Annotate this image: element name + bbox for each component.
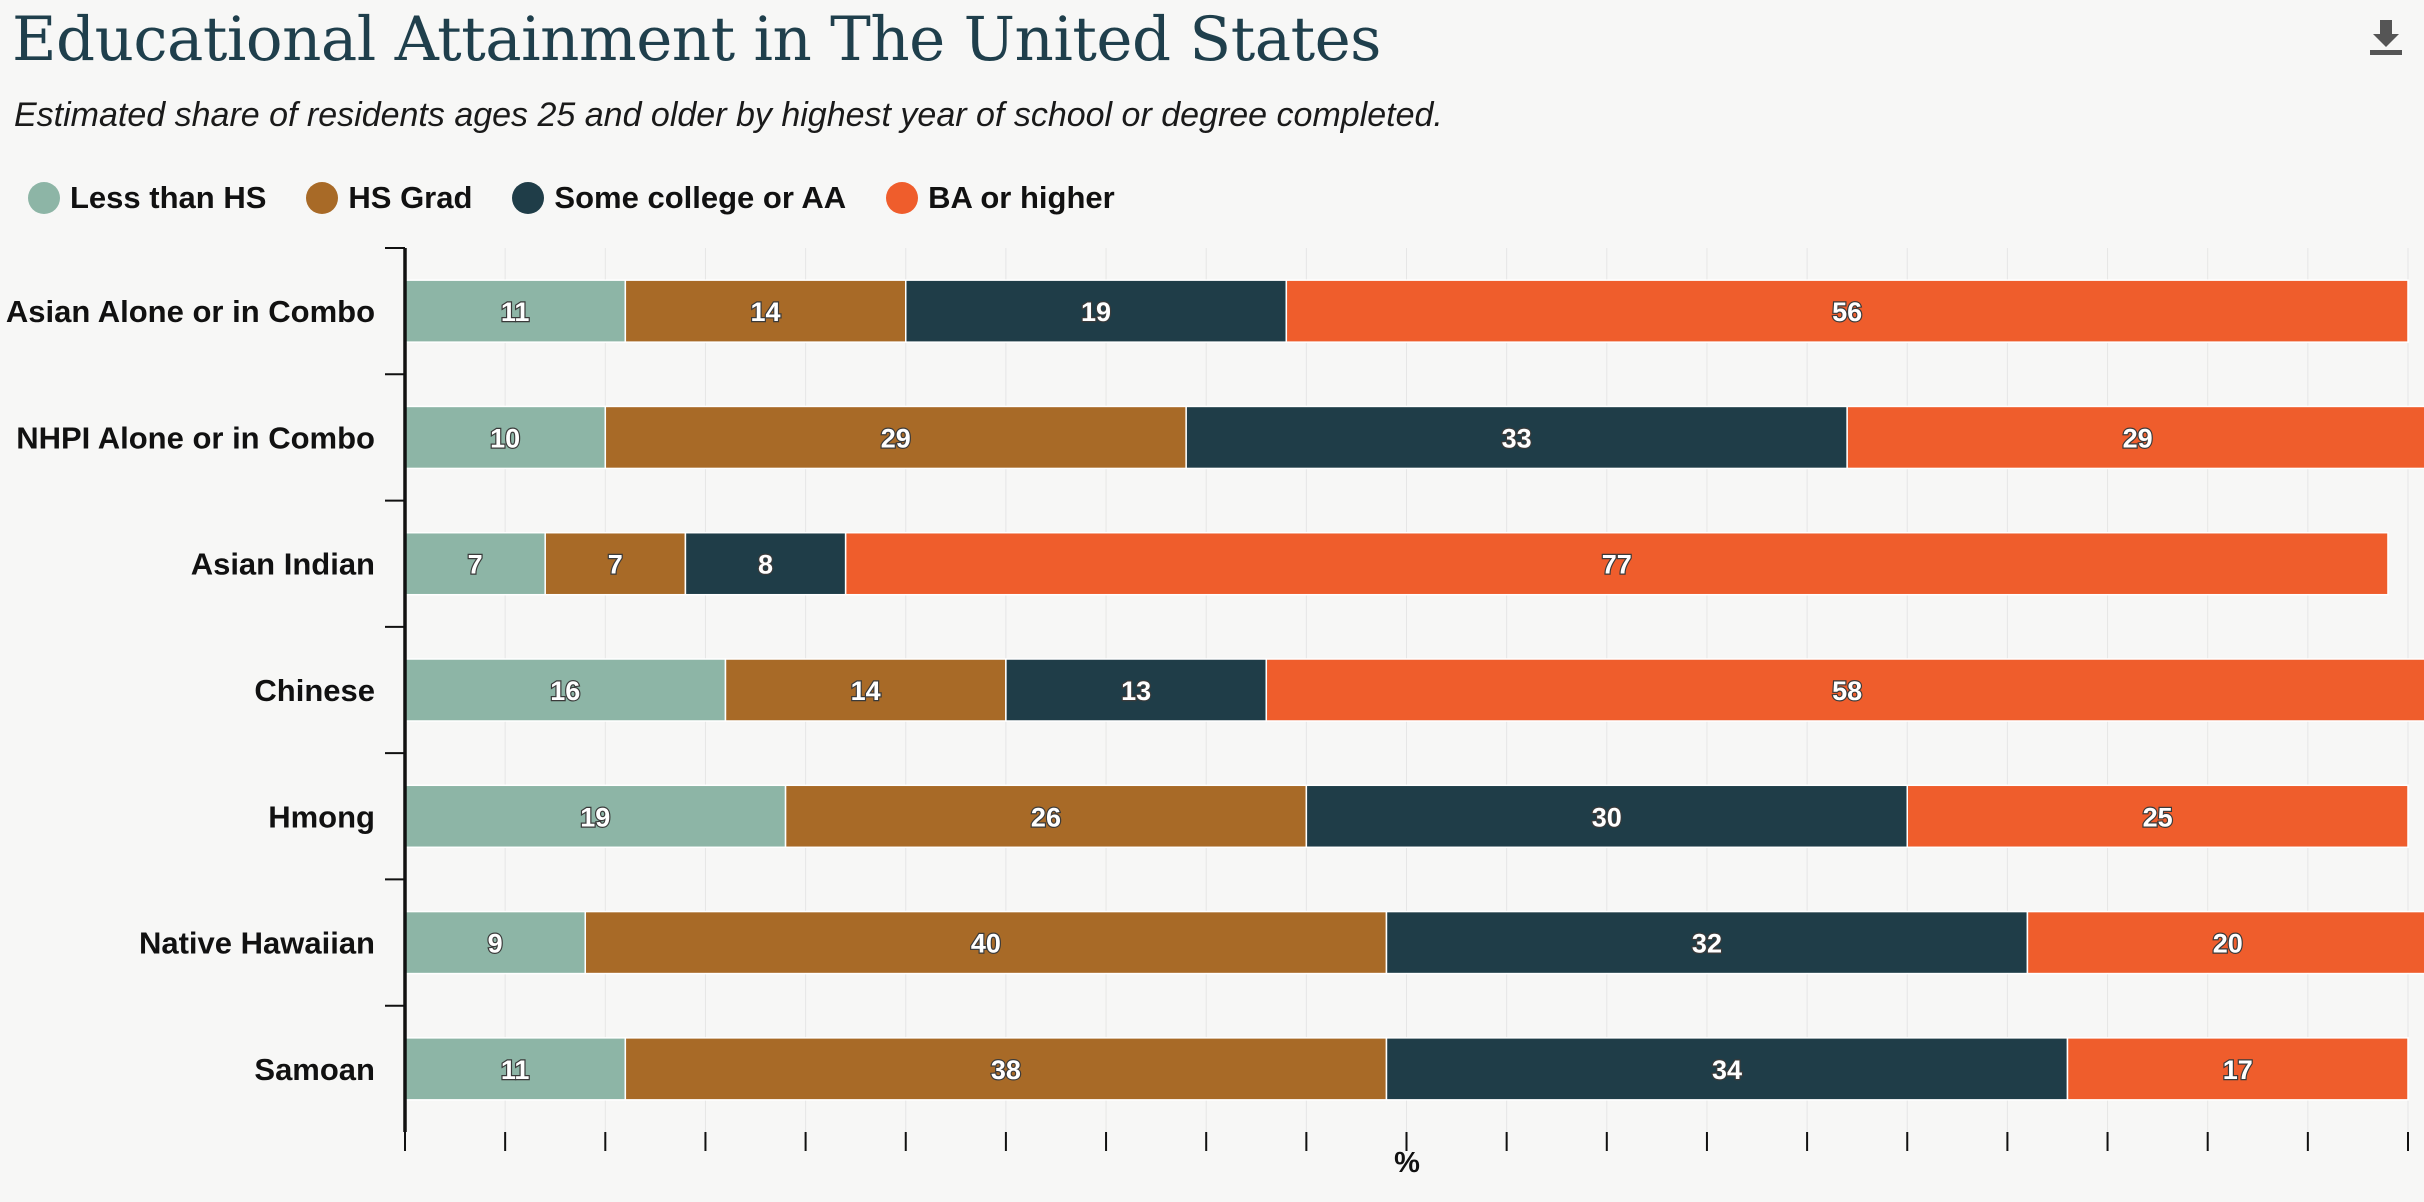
legend-item-less-than-hs[interactable]: Less than HS [28,180,266,216]
legend-swatch [886,182,919,214]
bar-segment [2066,1037,2409,1101]
data-label: 17 [2223,1055,2253,1085]
data-label: 25 [2143,802,2173,832]
legend-item-hs-grad[interactable]: HS Grad [306,180,472,216]
bar-segment [684,531,847,596]
bar-segment [1906,784,2409,849]
x-axis-label: % [1394,1147,1420,1179]
data-label: 9 [488,929,503,959]
bar-segment [404,531,546,596]
data-label: 11 [501,297,530,327]
bar-segment [1005,658,1268,722]
category-label: Samoan [254,1052,375,1087]
legend-swatch [28,182,60,214]
data-label: 38 [991,1055,1021,1085]
data-label: 56 [1832,297,1862,327]
category-label: Hmong [268,799,375,834]
data-label: 16 [550,676,580,706]
data-label: 32 [1692,929,1722,959]
data-label: 7 [608,550,623,580]
bar-segment [1385,1037,2069,1101]
chart-legend: Less than HS HS Grad Some college or AA … [28,176,1115,220]
legend-swatch [306,182,339,214]
data-label: 11 [501,1055,530,1085]
legend-item-some-college[interactable]: Some college or AA [512,180,846,216]
data-label: 77 [1602,550,1632,580]
data-label: 30 [1592,802,1622,832]
bar-segment [2026,910,2424,975]
chart-subtitle: Estimated share of residents ages 25 and… [14,96,1443,134]
legend-label: HS Grad [348,180,473,215]
bar-segment [1305,784,1908,849]
bar-segment [404,1037,627,1101]
data-label: 29 [881,423,911,453]
legend-item-ba-or-higher[interactable]: BA or higher [886,180,1115,216]
bar-segment [905,279,1288,343]
category-label: Asian Alone or in Combo [6,294,375,329]
data-label: 40 [971,929,1001,959]
category-label: Asian Indian [191,547,375,582]
bar-segment [1846,405,2424,470]
bar-segment [1185,405,1848,470]
category-label: NHPI Alone or in Combo [16,420,375,455]
bar-segment [404,910,587,975]
data-label: 14 [851,676,881,706]
data-label: 20 [2213,929,2243,959]
data-label: 14 [751,297,781,327]
bar-segment [1285,279,2409,343]
data-label: 29 [2123,423,2153,453]
data-label: 33 [1502,423,1532,453]
data-label: 19 [1081,297,1111,327]
bar-segment [584,910,1388,975]
data-label: 19 [580,802,610,832]
legend-label: Less than HS [70,180,267,215]
data-label: 26 [1031,802,1061,832]
bar-segment [1265,658,2424,722]
data-label: 7 [468,550,483,580]
bar-segment [624,279,907,343]
bar-segment [844,531,2389,596]
data-label: 34 [1712,1055,1742,1085]
data-label: 8 [758,550,773,580]
chart-title: Educational Attainment in The United Sta… [12,4,1382,75]
bar-segment [404,279,627,343]
bar-segment [404,784,787,849]
category-label: Chinese [254,673,375,708]
data-label: 13 [1121,676,1151,706]
legend-label: BA or higher [928,180,1115,215]
category-label: Native Hawaiian [139,926,375,961]
bar-segment [604,405,1187,470]
data-label: 10 [490,423,520,453]
data-label: 58 [1832,676,1862,706]
legend-swatch [512,182,545,214]
legend-label: Some college or AA [554,180,847,215]
bar-segment [1385,910,2029,975]
bar-segment [624,1037,1388,1101]
bar-segment [404,405,607,470]
bar-segment [724,658,1007,722]
bar-segment [784,784,1308,849]
download-icon[interactable] [2364,14,2408,58]
